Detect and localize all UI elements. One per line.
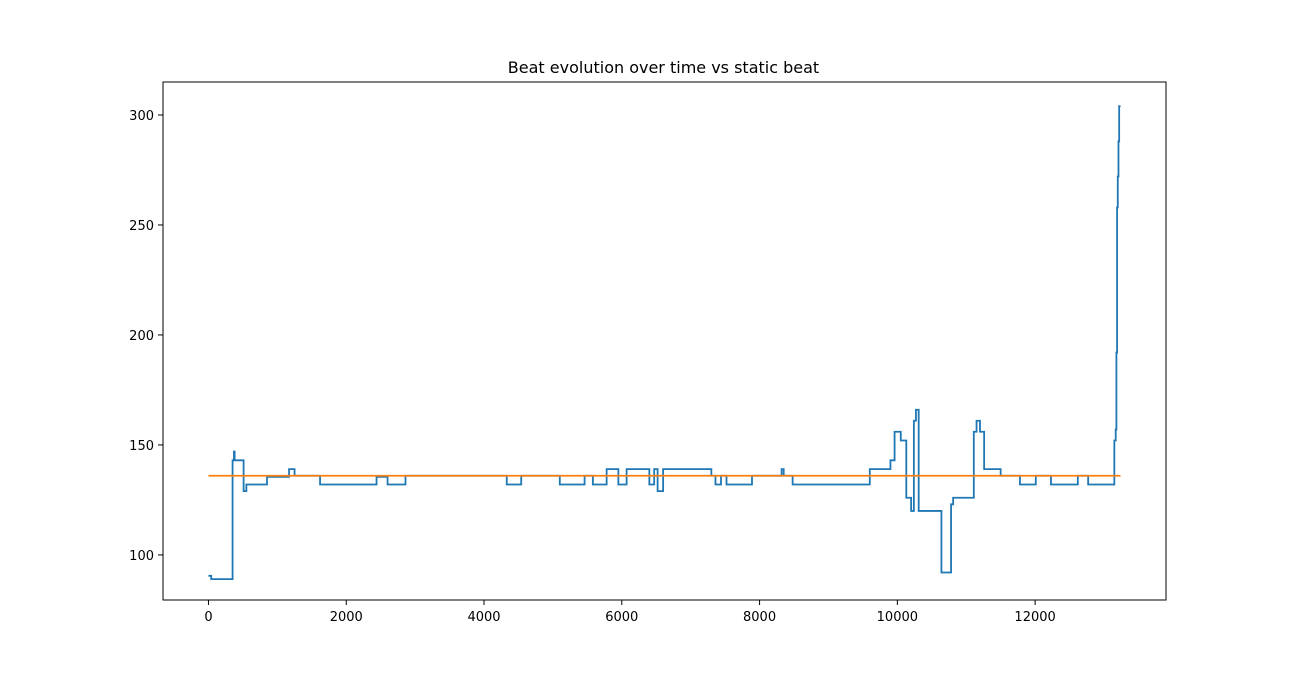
- chart-title: Beat evolution over time vs static beat: [508, 58, 819, 77]
- y-tick-label: 100: [129, 549, 154, 564]
- x-tick-label: 10000: [877, 610, 918, 625]
- plot-frame: [162, 81, 1167, 601]
- y-tick-label: 150: [129, 439, 154, 454]
- x-tick-label: 8000: [743, 610, 776, 625]
- y-tick-label: 200: [129, 329, 154, 344]
- y-tick-label: 250: [129, 219, 154, 234]
- x-tick-label: 2000: [330, 610, 363, 625]
- series-line-1: [208, 105, 1121, 580]
- x-tick-label: 12000: [1014, 610, 1055, 625]
- y-tick-label: 300: [129, 109, 154, 124]
- x-tick-label: 4000: [467, 610, 500, 625]
- x-tick-label: 6000: [605, 610, 638, 625]
- x-tick-label: 0: [204, 610, 212, 625]
